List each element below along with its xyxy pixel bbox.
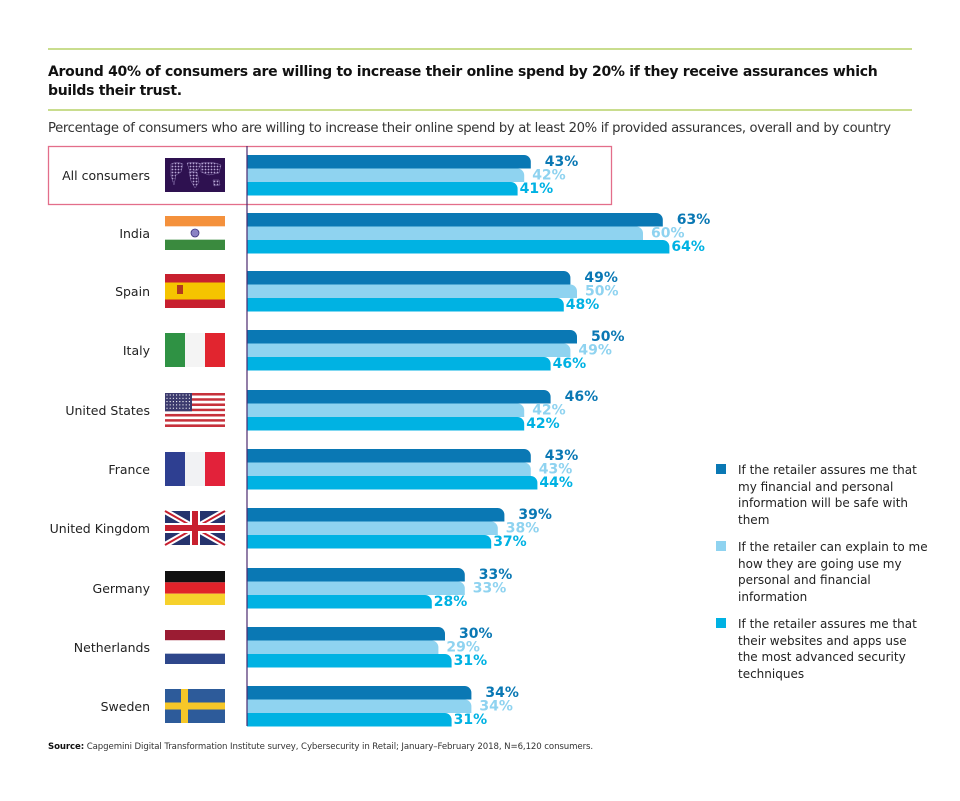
bar-series-1 — [247, 568, 465, 582]
data-label-series-1: 43% — [545, 448, 579, 464]
category-label: Sweden — [101, 699, 150, 714]
source-label: Source: — [48, 742, 85, 752]
category-label: France — [108, 462, 150, 477]
bar-series-2 — [247, 284, 577, 298]
data-label-series-1: 46% — [565, 389, 599, 405]
bar-series-2 — [247, 462, 531, 476]
data-label-series-1: 39% — [518, 507, 552, 523]
data-label-series-3: 64% — [671, 239, 705, 255]
source-text: Capgemini Digital Transformation Institu… — [84, 742, 594, 752]
data-label-series-3: 44% — [539, 475, 573, 491]
bar-series-2 — [247, 521, 498, 535]
uk-flag-icon — [163, 508, 227, 548]
bar-series-3 — [247, 535, 492, 549]
legend-label: If the retailer assures me that their we… — [738, 617, 917, 681]
data-label-series-3: 42% — [526, 416, 560, 432]
data-label-series-1: 50% — [591, 329, 625, 345]
data-label-series-3: 37% — [493, 534, 527, 550]
data-label-series-1: 43% — [545, 154, 579, 170]
bar-series-2 — [247, 581, 465, 595]
data-label-series-1: 63% — [677, 212, 711, 228]
bar-series-3 — [247, 417, 525, 431]
top-divider — [48, 48, 912, 50]
data-label-series-2: 60% — [651, 226, 685, 242]
bar-series-2 — [247, 699, 472, 713]
data-label-series-2: 50% — [585, 284, 619, 300]
bar-series-2 — [247, 226, 643, 240]
spain-flag-icon — [165, 274, 225, 308]
bar-series-2 — [247, 168, 525, 182]
data-label-series-3: 31% — [454, 653, 488, 669]
data-label-series-1: 30% — [459, 626, 493, 642]
bar-series-1 — [247, 508, 505, 522]
bar-series-2 — [247, 343, 571, 357]
bar-series-1 — [247, 330, 577, 344]
data-label-series-1: 34% — [485, 685, 519, 701]
data-label-series-2: 49% — [578, 343, 612, 359]
usa-flag-icon — [165, 393, 225, 427]
germany-flag-icon — [165, 571, 225, 605]
data-label-series-2: 42% — [532, 168, 566, 184]
bar-series-3 — [247, 357, 551, 371]
data-label-series-3: 31% — [454, 712, 488, 728]
legend-swatch — [716, 618, 726, 628]
bar-series-3 — [247, 713, 452, 727]
data-label-series-2: 33% — [473, 581, 507, 597]
data-label-series-2: 42% — [532, 403, 566, 419]
bar-series-3 — [247, 240, 670, 254]
source-note: Source: Capgemini Digital Transformation… — [48, 742, 593, 752]
data-label-series-2: 29% — [446, 640, 480, 656]
data-label-series-2: 43% — [539, 462, 573, 478]
category-label: Germany — [93, 581, 151, 596]
bar-series-2 — [247, 640, 439, 654]
world-map-icon — [165, 158, 225, 192]
category-label: United States — [65, 403, 150, 418]
france-flag-icon — [165, 452, 225, 486]
sweden-flag-icon — [165, 689, 225, 723]
legend-label: If the retailer can explain to me how th… — [738, 540, 928, 604]
category-label: India — [119, 226, 150, 241]
legend-label: If the retailer assures me that my finan… — [738, 463, 917, 527]
data-label-series-3: 46% — [553, 356, 587, 372]
chart-subtitle: Percentage of consumers who are willing … — [48, 121, 891, 136]
data-label-series-3: 28% — [434, 594, 468, 610]
category-label: Netherlands — [74, 640, 150, 655]
bar-series-3 — [247, 298, 564, 312]
highlight-box — [47, 145, 613, 206]
italy-flag-icon — [165, 333, 225, 367]
bar-series-1 — [247, 390, 551, 404]
bar-series-2 — [247, 403, 525, 417]
bar-series-1 — [247, 449, 531, 463]
bar-series-1 — [247, 213, 663, 227]
data-label-series-1: 33% — [479, 567, 513, 583]
data-label-series-3: 41% — [520, 181, 554, 197]
category-label: Italy — [123, 343, 151, 358]
bar-series-1 — [247, 155, 531, 169]
headline: Around 40% of consumers are willing to i… — [48, 64, 878, 99]
category-label: United Kingdom — [50, 521, 150, 536]
bar-series-3 — [247, 595, 432, 609]
data-label-series-1: 49% — [584, 270, 618, 286]
bar-series-1 — [247, 271, 571, 285]
bar-series-1 — [247, 627, 445, 641]
legend-swatch — [716, 464, 726, 474]
bar-series-3 — [247, 654, 452, 668]
data-label-series-2: 38% — [506, 521, 540, 537]
category-label: Spain — [115, 284, 150, 299]
legend-swatch — [716, 541, 726, 551]
bar-series-3 — [247, 476, 538, 490]
india-flag-icon — [165, 216, 225, 250]
data-label-series-3: 48% — [566, 297, 600, 313]
category-label: All consumers — [62, 168, 150, 183]
netherlands-flag-icon — [165, 630, 225, 664]
headline-divider — [48, 109, 912, 111]
bar-series-3 — [247, 182, 518, 196]
data-label-series-2: 34% — [479, 699, 513, 715]
bar-series-1 — [247, 686, 472, 700]
